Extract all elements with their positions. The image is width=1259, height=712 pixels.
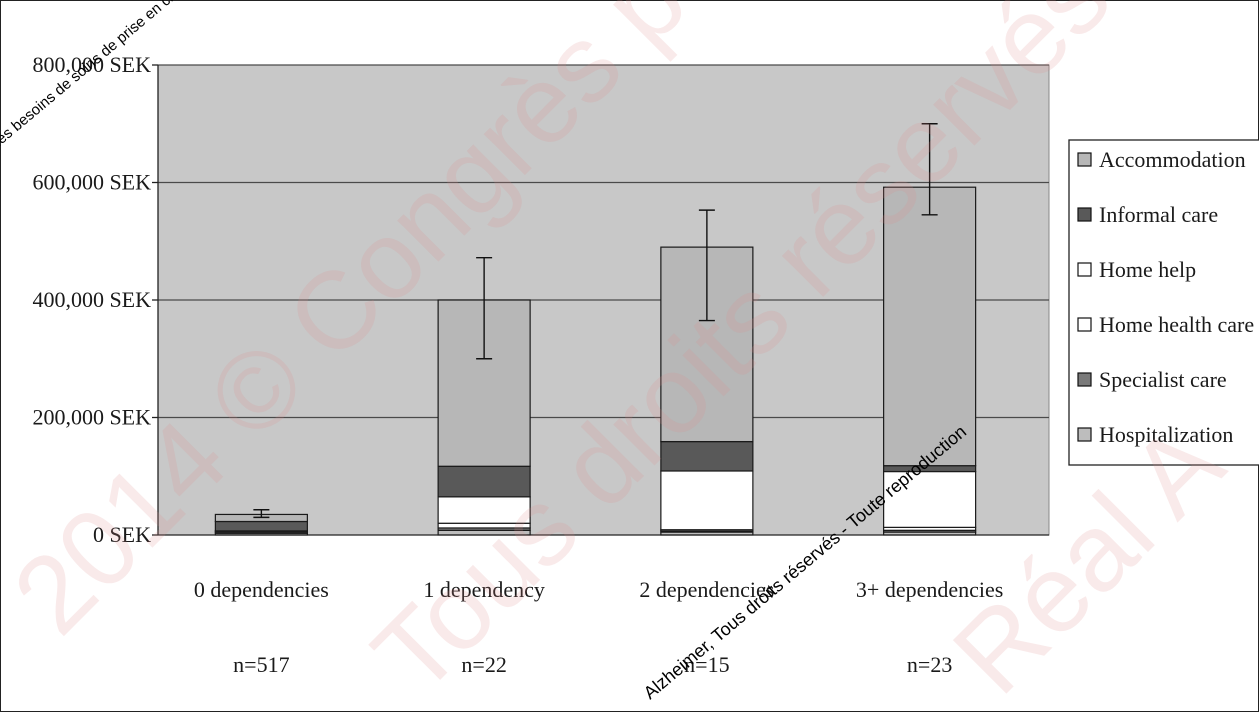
legend-label-4: Specialist care: [1099, 367, 1227, 392]
sample-size-label-3: n=23: [907, 652, 952, 677]
legend-box: [1068, 139, 1259, 466]
y-tick-label-2: 400,000 SEK: [32, 287, 151, 312]
legend-label-3: Home health care: [1099, 312, 1254, 337]
legend-label-0: Accommodation: [1099, 147, 1246, 172]
error-bars: [253, 123, 938, 519]
bar-segment-home-help-3: [883, 470, 977, 528]
legend-swatch-1: [1077, 207, 1092, 222]
bar-segment-accommodation-1: [437, 299, 531, 467]
x-tick-label-1: 1 dependency: [423, 577, 545, 602]
bar-segment-informal-care-1: [437, 465, 531, 498]
gridlines: [158, 64, 1049, 419]
x-tick-label-3: 3+ dependencies: [856, 577, 1003, 602]
y-tick-label-1: 200,000 SEK: [32, 405, 151, 430]
sample-size-label-1: n=22: [461, 652, 506, 677]
x-tick-label-2: 2 dependencies: [639, 577, 774, 602]
bar-segment-informal-care-0: [214, 520, 308, 532]
legend-swatch-4: [1077, 372, 1092, 387]
legend-swatch-5: [1077, 427, 1092, 442]
sample-size-label-0: n=517: [233, 652, 289, 677]
y-tick-label-3: 600,000 SEK: [32, 170, 151, 195]
y-tick-label-0: 0 SEK: [93, 522, 151, 547]
bar-segment-home-help-2: [660, 470, 754, 531]
x-tick-label-0: 0 dependencies: [194, 577, 329, 602]
legend: Accommodation Informal care Home help Home …: [1068, 139, 1259, 466]
legend-swatch-2: [1077, 262, 1092, 277]
legend-label-1: Informal care: [1099, 202, 1218, 227]
bar-stacks: [214, 186, 977, 536]
x-axis: 0 dependencies n=517 1 dependency n=22 2 dep…: [158, 534, 1049, 677]
legend-label-2: Home help: [1099, 257, 1196, 282]
legend-swatch-3: [1077, 317, 1092, 332]
bar-segment-home-help-1: [437, 496, 531, 524]
legend-swatch-0: [1077, 152, 1092, 167]
y-axis: 0 SEK 200,000 SEK 400,000 SEK 600,000 SEK 80…: [32, 52, 159, 547]
bar-segment-accommodation-3: [883, 186, 977, 467]
legend-label-5: Hospitalization: [1099, 422, 1233, 447]
y-tick-label-4: 800,000 SEK: [32, 52, 151, 77]
sample-size-label-2: n=15: [684, 652, 729, 677]
